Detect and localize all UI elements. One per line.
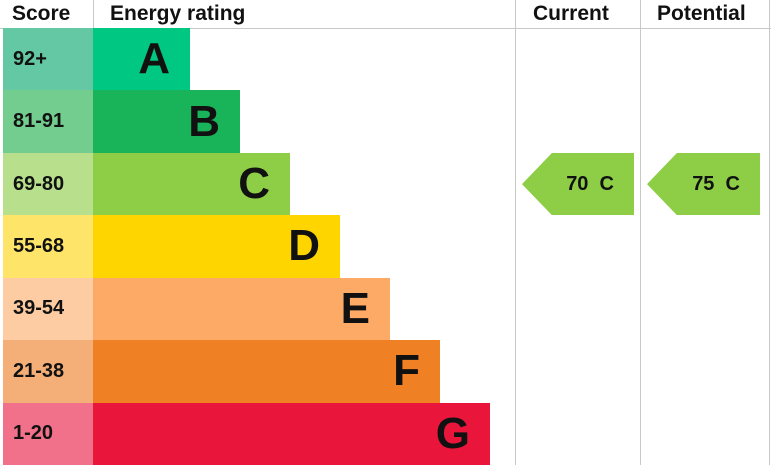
potential-rating-label: 75 C: [692, 172, 740, 195]
potential-column-divider: [640, 0, 641, 465]
score-cell-d: 55-68: [3, 215, 93, 278]
score-header: Score: [12, 2, 71, 25]
right-border: [769, 0, 770, 465]
score-cell-e: 39-54: [3, 277, 93, 341]
rating-bar-c: C: [93, 152, 290, 216]
score-cell-c: 69-80: [3, 152, 93, 216]
potential-header: Potential: [657, 2, 746, 25]
score-cell-a: 92+: [3, 28, 93, 91]
score-column-divider: [93, 0, 94, 28]
rating-bar-f: F: [93, 340, 440, 403]
rating-bar-g: G: [93, 402, 490, 465]
score-cell-g: 1-20: [3, 402, 93, 465]
current-rating-label: 70 C: [566, 172, 614, 195]
energy-rating-header: Energy rating: [110, 2, 246, 25]
rating-bar-d: D: [93, 215, 340, 278]
current-rating-arrow: 70 C: [522, 152, 634, 216]
score-cell-b: 81-91: [3, 90, 93, 153]
score-cell-f: 21-38: [3, 340, 93, 403]
current-header: Current: [533, 2, 609, 25]
current-column-divider: [515, 0, 516, 465]
potential-rating-arrow: 75 C: [647, 152, 760, 216]
rating-bar-e: E: [93, 277, 390, 341]
rating-bar-a: A: [93, 28, 190, 91]
rating-bar-b: B: [93, 90, 240, 153]
header-divider: [0, 28, 771, 29]
